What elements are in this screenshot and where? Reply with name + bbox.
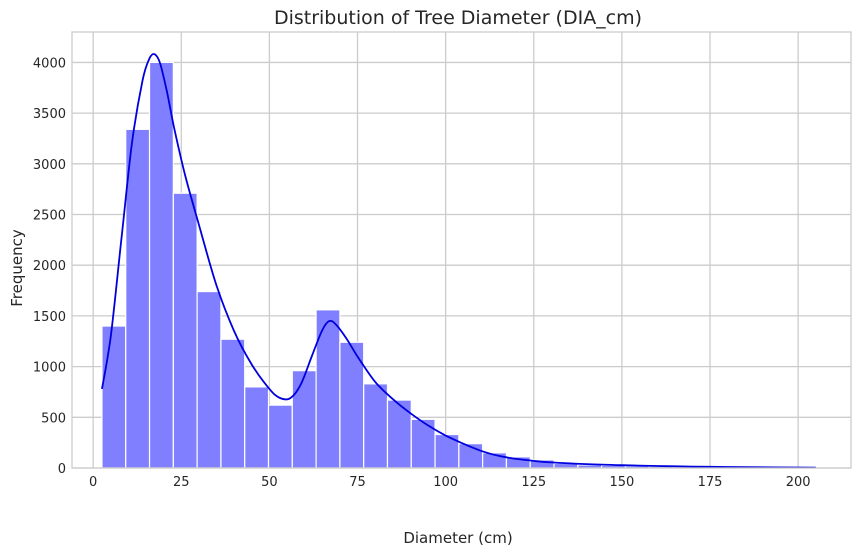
x-tick-label: 150	[609, 475, 634, 490]
x-tick-label: 100	[433, 475, 458, 490]
x-tick-label: 200	[786, 475, 811, 490]
histogram-bar	[267, 404, 293, 469]
histogram-bar	[101, 325, 127, 469]
histogram-bars	[101, 61, 817, 469]
y-tick-label: 4000	[33, 56, 66, 71]
y-tick-labels: 0 500 1000 1500 2000 2500 3000 3500 4000	[33, 56, 66, 477]
histogram-bar	[244, 386, 270, 469]
x-tick-label: 0	[89, 475, 97, 490]
x-tick-labels: 0 25 50 75 100 125 150 175 200	[89, 475, 811, 490]
y-tick-label: 3000	[33, 158, 66, 173]
y-tick-label: 3500	[33, 107, 66, 122]
x-tick-label: 50	[261, 475, 278, 490]
histogram-bar	[315, 309, 341, 469]
y-tick-label: 2500	[33, 209, 66, 224]
histogram-bar	[220, 338, 246, 469]
histogram-bar	[363, 383, 389, 469]
histogram-bar	[172, 192, 198, 469]
y-tick-label: 0	[58, 462, 66, 477]
kde-curve	[101, 53, 816, 469]
chart-title: Distribution of Tree Diameter (DIA_cm)	[274, 7, 642, 29]
x-tick-label: 175	[698, 475, 723, 490]
y-tick-label: 1500	[33, 310, 66, 325]
histogram-bar	[196, 290, 222, 469]
y-axis-label: Frequency	[8, 229, 26, 307]
y-tick-label: 1000	[33, 361, 66, 376]
x-tick-label: 25	[173, 475, 190, 490]
x-axis-label: Diameter (cm)	[403, 529, 512, 547]
histogram-bar	[291, 370, 317, 469]
y-tick-label: 500	[41, 411, 66, 426]
plot-frame	[71, 31, 852, 469]
y-tick-label: 2000	[33, 259, 66, 274]
x-tick-label: 125	[521, 475, 546, 490]
x-tick-label: 75	[349, 475, 366, 490]
histogram-bar	[125, 128, 151, 469]
histogram-bar	[148, 61, 174, 469]
